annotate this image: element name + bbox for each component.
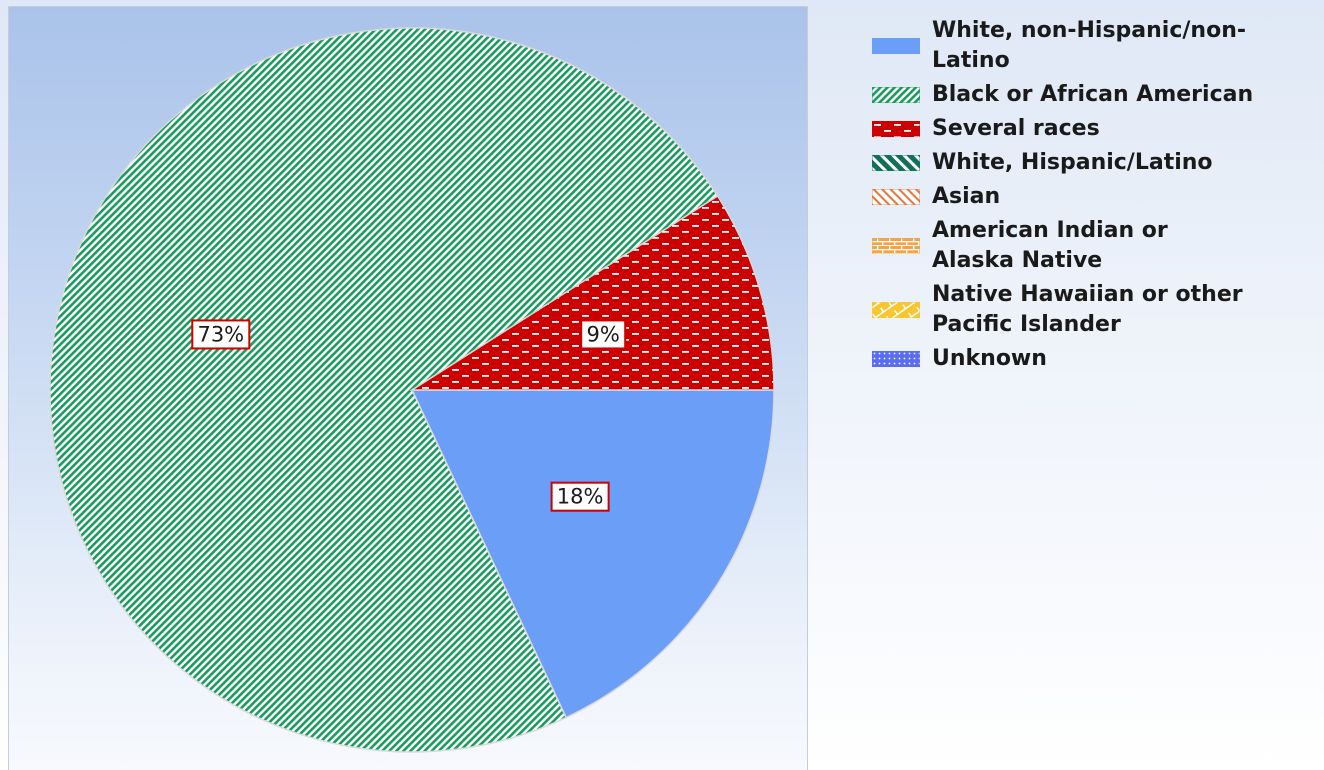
pie-slice-several-races <box>409 194 775 391</box>
legend-item-white-non-hispanic-non-latino: White, non-Hispanic/non-Latino <box>872 16 1322 76</box>
data-label-text: 73% <box>197 322 244 346</box>
legend-label: Several races <box>932 116 1100 141</box>
pie-slice-white-non-hispanic-non-latino <box>410 389 775 719</box>
data-label-white-non-hispanic-non-latino: 18% <box>550 481 610 512</box>
legend-label: Black or African American <box>932 82 1254 107</box>
legend-item-unknown: Unknown <box>872 344 1322 374</box>
legend: White, non-Hispanic/non-Latino Black or A… <box>872 16 1322 378</box>
legend-swatch <box>872 155 920 171</box>
legend-swatch <box>872 302 920 318</box>
legend-label: American Indian or Alaska Native <box>932 218 1168 273</box>
legend-label: White, non-Hispanic/non-Latino <box>932 18 1246 73</box>
data-label-box <box>191 319 251 350</box>
legend-swatch <box>872 189 920 205</box>
legend-swatch <box>872 121 920 137</box>
data-label-text: 9% <box>587 322 620 346</box>
legend-item-asian: Asian <box>872 182 1322 212</box>
legend-label: Unknown <box>932 346 1047 371</box>
legend-item-several-races: Several races <box>872 114 1322 144</box>
pie-slice-black-or-african-american <box>49 27 719 753</box>
legend-item-black-or-african-american: Black or African American <box>872 80 1322 110</box>
legend-item-native-hawaiian-or-other-pacific-islander: Native Hawaiian or other Pacific Islande… <box>872 280 1322 340</box>
pie-data-labels: 18% 73% 9% <box>191 319 627 512</box>
legend-item-american-indian-or-alaska-native: American Indian or Alaska Native <box>872 216 1322 276</box>
legend-label: Asian <box>932 184 1001 209</box>
legend-swatch <box>872 87 920 103</box>
data-label-box <box>580 319 627 350</box>
legend-label: Native Hawaiian or other Pacific Islande… <box>932 282 1243 337</box>
legend-swatch <box>872 238 920 254</box>
legend-item-white-hispanic-latino: White, Hispanic/Latino <box>872 148 1322 178</box>
pie-slices <box>49 27 775 753</box>
data-label-box <box>550 481 610 512</box>
legend-swatch <box>872 351 920 367</box>
legend-swatch <box>872 38 920 54</box>
legend-label: White, Hispanic/Latino <box>932 150 1213 175</box>
data-label-text: 18% <box>557 485 604 509</box>
data-label-black-or-african-american: 73% <box>191 319 251 350</box>
data-label-several-races: 9% <box>580 319 627 350</box>
